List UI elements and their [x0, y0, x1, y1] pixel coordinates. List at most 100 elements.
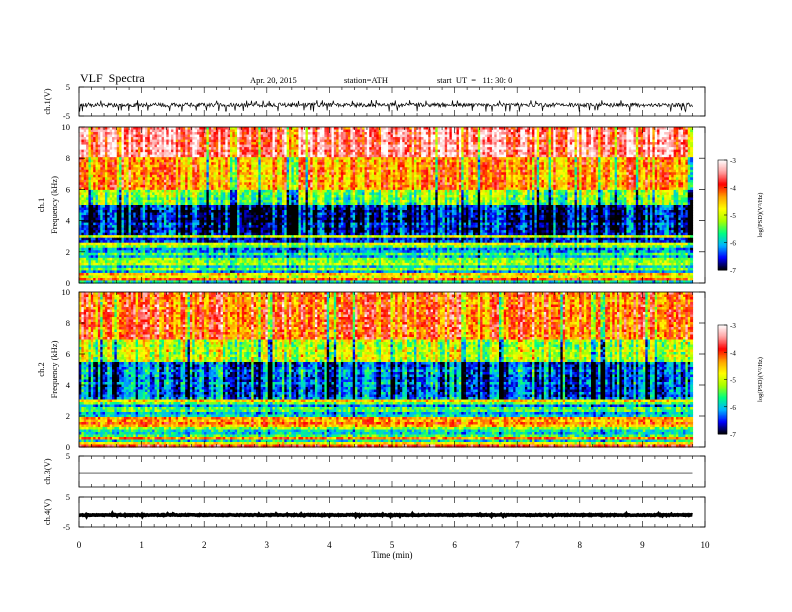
spectrogram-cell [517, 134, 521, 138]
spectrogram-cell [93, 129, 97, 133]
spectrogram-cell [319, 132, 323, 136]
spectrogram-cell [600, 127, 604, 131]
spectrogram-cell [362, 139, 366, 143]
spectrogram-cell [102, 137, 106, 141]
spectrogram-cell [168, 127, 172, 131]
spectrogram-cell [456, 127, 460, 131]
spectrogram-cell [388, 127, 392, 131]
spectrogram-cell [430, 129, 434, 133]
spectrogram-cell [220, 129, 224, 133]
spectrogram-cell [88, 129, 92, 133]
spectrogram-cell [303, 137, 307, 141]
spectrogram-cell [194, 129, 198, 133]
spectrogram-cell [204, 137, 208, 141]
spectrogram-cell [343, 139, 347, 143]
spectrogram-cell [572, 132, 576, 136]
spectrogram-cell [234, 137, 238, 141]
signal-trace-ch.1(V) [78, 99, 693, 113]
spectrogram-cell [392, 132, 396, 136]
spectrogram-cell [121, 129, 125, 133]
spectrogram-cell [322, 127, 325, 131]
spectrogram-cell [178, 134, 182, 138]
spectrogram-cell [515, 137, 519, 141]
spectrogram-cell [307, 139, 311, 143]
spectrogram-cell [234, 127, 238, 131]
spectrogram-cell [333, 132, 337, 136]
spectrogram-cell [489, 137, 493, 141]
spectrogram-cell [473, 132, 476, 136]
spectrogram-cell [222, 132, 226, 136]
spectrogram-cell [149, 139, 153, 143]
spectrogram-cell [659, 127, 663, 131]
spectrogram-cell [489, 132, 493, 136]
spectrogram-cell [468, 139, 472, 143]
spectrogram-cell [237, 139, 241, 143]
spectrogram-cell [331, 127, 335, 131]
spectrogram-cell [326, 137, 330, 141]
spectrogram-cell [661, 127, 665, 131]
spectrogram-cell [371, 132, 375, 136]
spectrogram-cell [529, 134, 533, 138]
spectrogram-cell [107, 129, 111, 133]
spectrogram-cell [154, 139, 158, 143]
spectrogram-cell [322, 132, 325, 136]
spectrogram-cell [350, 134, 354, 138]
spectrogram-cell [220, 134, 224, 138]
spectrogram-cell [650, 129, 653, 133]
spectrogram-cell [171, 137, 174, 141]
spectrogram-cell [491, 137, 495, 141]
spectrogram-cell [135, 134, 139, 138]
spectrogram-cell [687, 134, 691, 138]
spectrogram-cell [253, 129, 257, 133]
spectrogram-cell [317, 129, 321, 133]
spectrogram-cell [425, 139, 429, 143]
spectrogram-cell [388, 137, 392, 141]
spectrogram-cell [647, 137, 651, 141]
spectrogram-cell [461, 132, 465, 136]
spectrogram-cell [187, 129, 191, 133]
spectrogram-cell [477, 129, 481, 133]
spectrogram-cell [447, 127, 451, 131]
spectrogram-cell [633, 129, 637, 133]
spectrogram-cell [395, 127, 399, 131]
spectrogram-cell [227, 132, 231, 136]
spectrogram-cell [506, 129, 510, 133]
spectrogram-cell [586, 134, 590, 138]
spectrogram-cell [83, 127, 87, 131]
spectrogram-cell [364, 129, 368, 133]
spectrogram-cell [621, 134, 625, 138]
spectrogram-cell [83, 129, 87, 133]
spectrogram-cell [463, 134, 467, 138]
spectrogram-cell [491, 134, 495, 138]
spectrogram-cell [270, 139, 274, 143]
spectrogram-cell [234, 129, 238, 133]
spectrogram-cell [123, 129, 127, 133]
spectrogram-cell [123, 134, 127, 138]
spectrogram-cell [440, 127, 443, 131]
spectrogram-cell [548, 127, 552, 131]
spectrogram-cell [555, 129, 559, 133]
spectrogram-cell [468, 127, 472, 131]
spectrogram-cell [116, 134, 120, 138]
spectrogram-cell [232, 132, 236, 136]
spectrogram-cell [586, 129, 590, 133]
spectrogram-cell [503, 134, 507, 138]
spectrogram-cell [406, 127, 410, 131]
spectrogram-cell [477, 137, 481, 141]
spectrogram-cell [291, 134, 295, 138]
spectrogram-cell [352, 129, 356, 133]
spectrogram-cell [565, 134, 569, 138]
spectrogram-cell [444, 132, 448, 136]
spectrogram-cell [298, 129, 302, 133]
spectrogram-cell [314, 134, 318, 138]
spectrogram-cell [194, 137, 198, 141]
spectrogram-cell [142, 132, 146, 136]
spectrogram-cell [175, 134, 179, 138]
spectrogram-cell [581, 127, 585, 131]
spectrogram-cell [671, 132, 675, 136]
spectrogram-cell [463, 127, 467, 131]
spectrogram-cell [322, 129, 325, 133]
spectrogram-cell [310, 127, 314, 131]
spectrogram-cell [390, 139, 394, 143]
spectrogram-cell [477, 134, 481, 138]
